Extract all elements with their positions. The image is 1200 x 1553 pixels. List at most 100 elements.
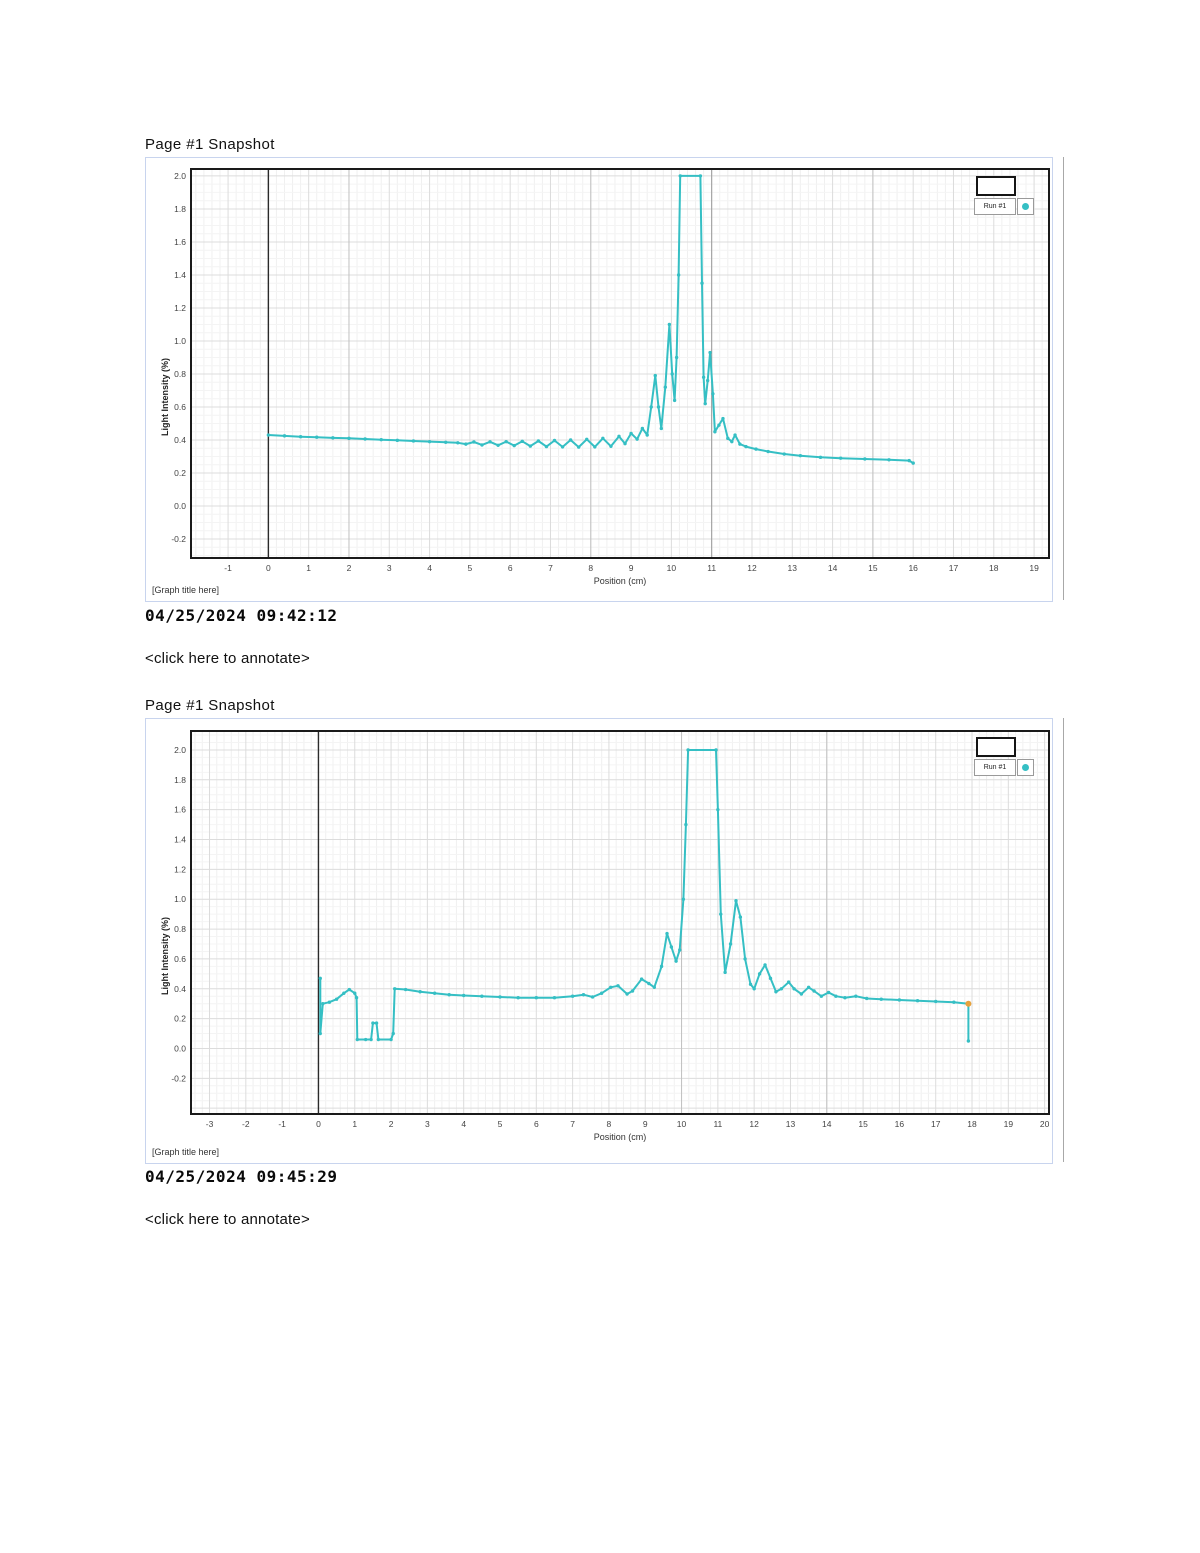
data-points [318, 748, 971, 1043]
svg-text:6: 6 [534, 1119, 539, 1129]
major-grid [191, 169, 1049, 558]
svg-text:4: 4 [427, 563, 432, 573]
svg-text:1.0: 1.0 [174, 336, 186, 346]
legend-run-label[interactable]: Run #1 [974, 759, 1016, 776]
svg-text:-2: -2 [242, 1119, 250, 1129]
pane-divider-line [1063, 157, 1064, 600]
svg-text:2: 2 [389, 1119, 394, 1129]
annotate-link[interactable]: <click here to annotate> [145, 650, 310, 667]
svg-text:1: 1 [352, 1119, 357, 1129]
svg-text:10: 10 [667, 563, 677, 573]
svg-text:1.2: 1.2 [174, 864, 186, 874]
svg-text:9: 9 [643, 1119, 648, 1129]
svg-text:16: 16 [895, 1119, 905, 1129]
svg-text:1: 1 [306, 563, 311, 573]
svg-text:1.2: 1.2 [174, 303, 186, 313]
svg-text:0: 0 [266, 563, 271, 573]
svg-text:0.4: 0.4 [174, 984, 186, 994]
svg-text:0.8: 0.8 [174, 924, 186, 934]
svg-text:1.6: 1.6 [174, 805, 186, 815]
x-tick-labels: -1 0 1 2 3 4 5 6 7 8 9 10 11 12 13 14 15 16 17 18 19 [224, 563, 1039, 573]
svg-text:3: 3 [425, 1119, 430, 1129]
svg-text:1.6: 1.6 [174, 237, 186, 247]
svg-text:16: 16 [908, 563, 918, 573]
svg-text:7: 7 [570, 1119, 575, 1129]
annotate-link[interactable]: <click here to annotate> [145, 1211, 310, 1228]
legend-swatch-box[interactable] [1017, 759, 1034, 776]
svg-text:0: 0 [316, 1119, 321, 1129]
svg-text:11: 11 [713, 1119, 722, 1129]
x-axis-label: Position (cm) [594, 576, 647, 586]
svg-text:18: 18 [989, 563, 999, 573]
svg-text:12: 12 [747, 563, 757, 573]
svg-text:-1: -1 [278, 1119, 286, 1129]
svg-text:18: 18 [967, 1119, 977, 1129]
svg-text:0.6: 0.6 [174, 402, 186, 412]
chart-container[interactable]: -3 -2 -1 0 1 2 3 4 5 6 7 8 9 10 11 12 13 14 15 16 17 18 19 20 2.… [145, 718, 1053, 1164]
svg-text:1.8: 1.8 [174, 204, 186, 214]
graph-title-placeholder[interactable]: [Graph title here] [152, 585, 220, 595]
plot-frame [190, 168, 1050, 559]
run-color-dot-icon [1022, 203, 1029, 210]
page-title: Page #1 Snapshot [145, 697, 275, 714]
svg-text:1.8: 1.8 [174, 775, 186, 785]
svg-text:17: 17 [931, 1119, 941, 1129]
chart-container[interactable]: -1 0 1 2 3 4 5 6 7 8 9 10 11 12 13 14 15 16 17 18 19 2.0 1.8 1.… [145, 157, 1053, 602]
svg-text:12: 12 [749, 1119, 759, 1129]
data-points [266, 174, 915, 465]
plot-area [190, 168, 1050, 559]
svg-text:14: 14 [828, 563, 838, 573]
minor-grid [191, 731, 1049, 1114]
svg-text:3: 3 [387, 563, 392, 573]
snapshot-timestamp: 04/25/2024 09:45:29 [145, 1167, 338, 1186]
legend-run-label[interactable]: Run #1 [974, 198, 1016, 215]
svg-text:13: 13 [788, 563, 798, 573]
y-axis-label: Light Intensity (%) [160, 358, 170, 436]
chart-legend[interactable]: Run #1 [974, 737, 1034, 776]
svg-text:-3: -3 [206, 1119, 214, 1129]
legend-title-box[interactable] [976, 737, 1016, 757]
minor-grid [191, 169, 1049, 558]
legend-swatch-box[interactable] [1017, 198, 1034, 215]
svg-text:15: 15 [868, 563, 878, 573]
chart-legend[interactable]: Run #1 [974, 176, 1034, 215]
plot-frame [190, 730, 1050, 1115]
y-tick-labels: 2.0 1.8 1.6 1.4 1.2 1.0 0.8 0.6 0.4 0.2 0.0 -0.2 [171, 171, 186, 544]
svg-text:-1: -1 [224, 563, 232, 573]
svg-text:2.0: 2.0 [174, 171, 186, 181]
end-data-marker [965, 1000, 972, 1007]
svg-text:6: 6 [508, 563, 513, 573]
svg-text:9: 9 [629, 563, 634, 573]
y-tick-labels: 2.0 1.8 1.6 1.4 1.2 1.0 0.8 0.6 0.4 0.2 0.0 -0.2 [171, 745, 186, 1083]
svg-text:8: 8 [607, 1119, 612, 1129]
data-series-line [319, 749, 970, 1041]
svg-text:0.2: 0.2 [174, 1014, 186, 1024]
line-chart: -3 -2 -1 0 1 2 3 4 5 6 7 8 9 10 11 12 13 14 15 16 17 18 19 202.… [171, 730, 1050, 1142]
svg-text:1.4: 1.4 [174, 835, 186, 845]
run-color-dot-icon [1022, 764, 1029, 771]
svg-text:17: 17 [949, 563, 959, 573]
x-tick-labels: -3 -2 -1 0 1 2 3 4 5 6 7 8 9 10 11 12 13 14 15 16 17 18 19 20 [206, 1119, 1050, 1129]
svg-text:19: 19 [1004, 1119, 1014, 1129]
svg-text:13: 13 [786, 1119, 796, 1129]
svg-text:0.8: 0.8 [174, 369, 186, 379]
svg-text:10: 10 [677, 1119, 687, 1129]
graph-title-placeholder[interactable]: [Graph title here] [152, 1147, 220, 1157]
svg-text:8: 8 [588, 563, 593, 573]
svg-text:0.2: 0.2 [174, 468, 186, 478]
svg-text:0.6: 0.6 [174, 954, 186, 964]
x-axis-label: Position (cm) [594, 1132, 647, 1142]
snapshot-timestamp: 04/25/2024 09:42:12 [145, 606, 338, 625]
svg-text:20: 20 [1040, 1119, 1050, 1129]
svg-text:4: 4 [461, 1119, 466, 1129]
y-axis-label: Light Intensity (%) [160, 917, 170, 995]
svg-text:2.0: 2.0 [174, 745, 186, 755]
svg-text:0.4: 0.4 [174, 435, 186, 445]
svg-text:5: 5 [468, 563, 473, 573]
pane-divider-line [1063, 718, 1064, 1162]
svg-text:-0.2: -0.2 [171, 534, 186, 544]
plot-area [190, 730, 1050, 1115]
legend-title-box[interactable] [976, 176, 1016, 196]
svg-text:7: 7 [548, 563, 553, 573]
